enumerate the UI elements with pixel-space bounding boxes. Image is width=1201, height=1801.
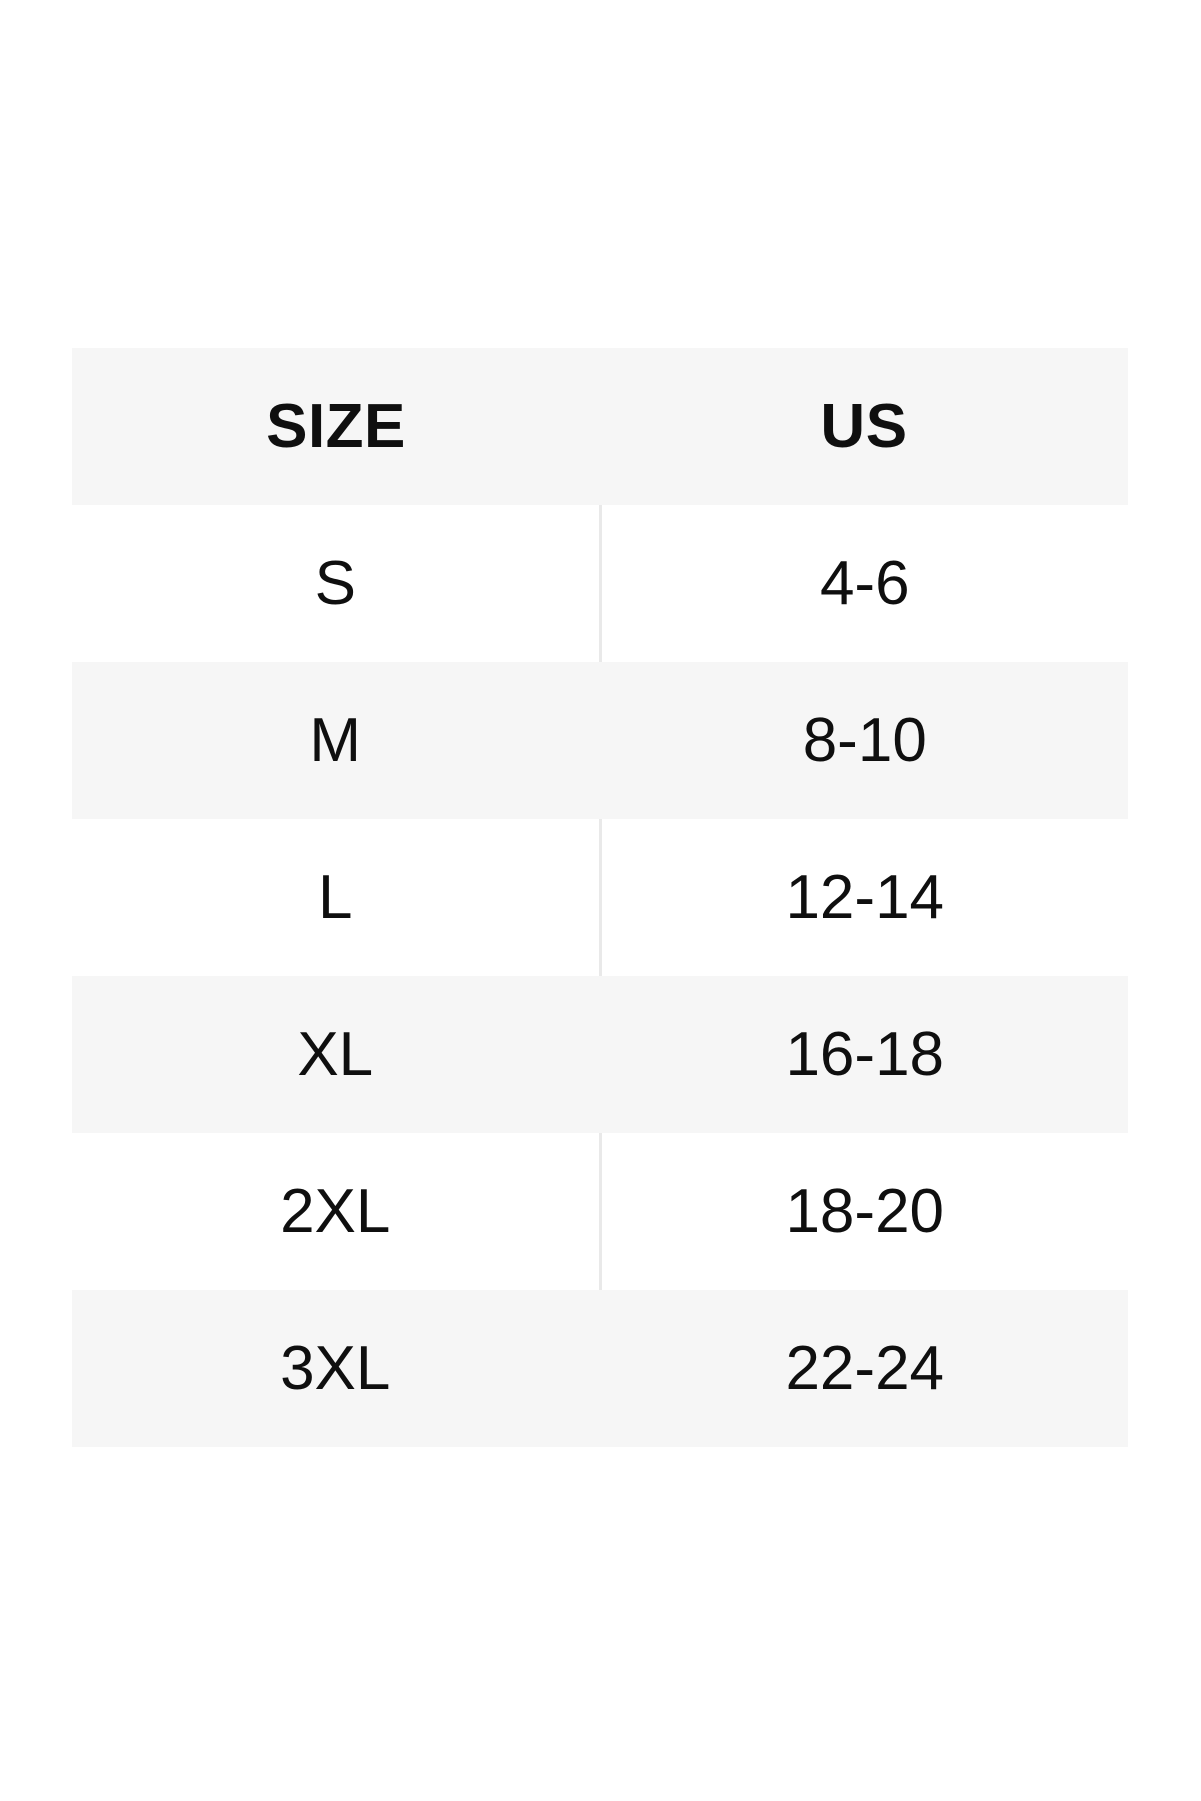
us-cell: 12-14 xyxy=(600,819,1128,976)
us-cell: 18-20 xyxy=(600,1133,1128,1290)
header-row: SIZE US xyxy=(72,348,1128,505)
column-header-size: SIZE xyxy=(72,348,600,505)
us-cell: 22-24 xyxy=(600,1290,1128,1447)
column-header-us: US xyxy=(600,348,1128,505)
size-cell: S xyxy=(72,505,602,662)
table-row-2xl: 2XL 18-20 xyxy=(72,1133,1128,1290)
size-chart-header: SIZE US xyxy=(72,348,1128,505)
table-row-3xl: 3XL 22-24 xyxy=(72,1290,1128,1447)
table-row-s: S 4-6 xyxy=(72,505,1128,662)
table-row-l: L 12-14 xyxy=(72,819,1128,976)
size-cell: M xyxy=(72,662,602,819)
size-cell: 2XL xyxy=(72,1133,602,1290)
us-cell: 8-10 xyxy=(600,662,1128,819)
us-cell: 16-18 xyxy=(600,976,1128,1133)
size-cell: L xyxy=(72,819,602,976)
table-row-xl: XL 16-18 xyxy=(72,976,1128,1133)
us-cell: 4-6 xyxy=(600,505,1128,662)
size-chart-table: SIZE US S 4-6 M 8-10 L 12-14 XL 16-18 2X xyxy=(72,348,1128,1447)
size-cell: XL xyxy=(72,976,602,1133)
table-row-m: M 8-10 xyxy=(72,662,1128,819)
size-cell: 3XL xyxy=(72,1290,602,1447)
size-chart-body: S 4-6 M 8-10 L 12-14 XL 16-18 2XL 18-20 … xyxy=(72,505,1128,1447)
